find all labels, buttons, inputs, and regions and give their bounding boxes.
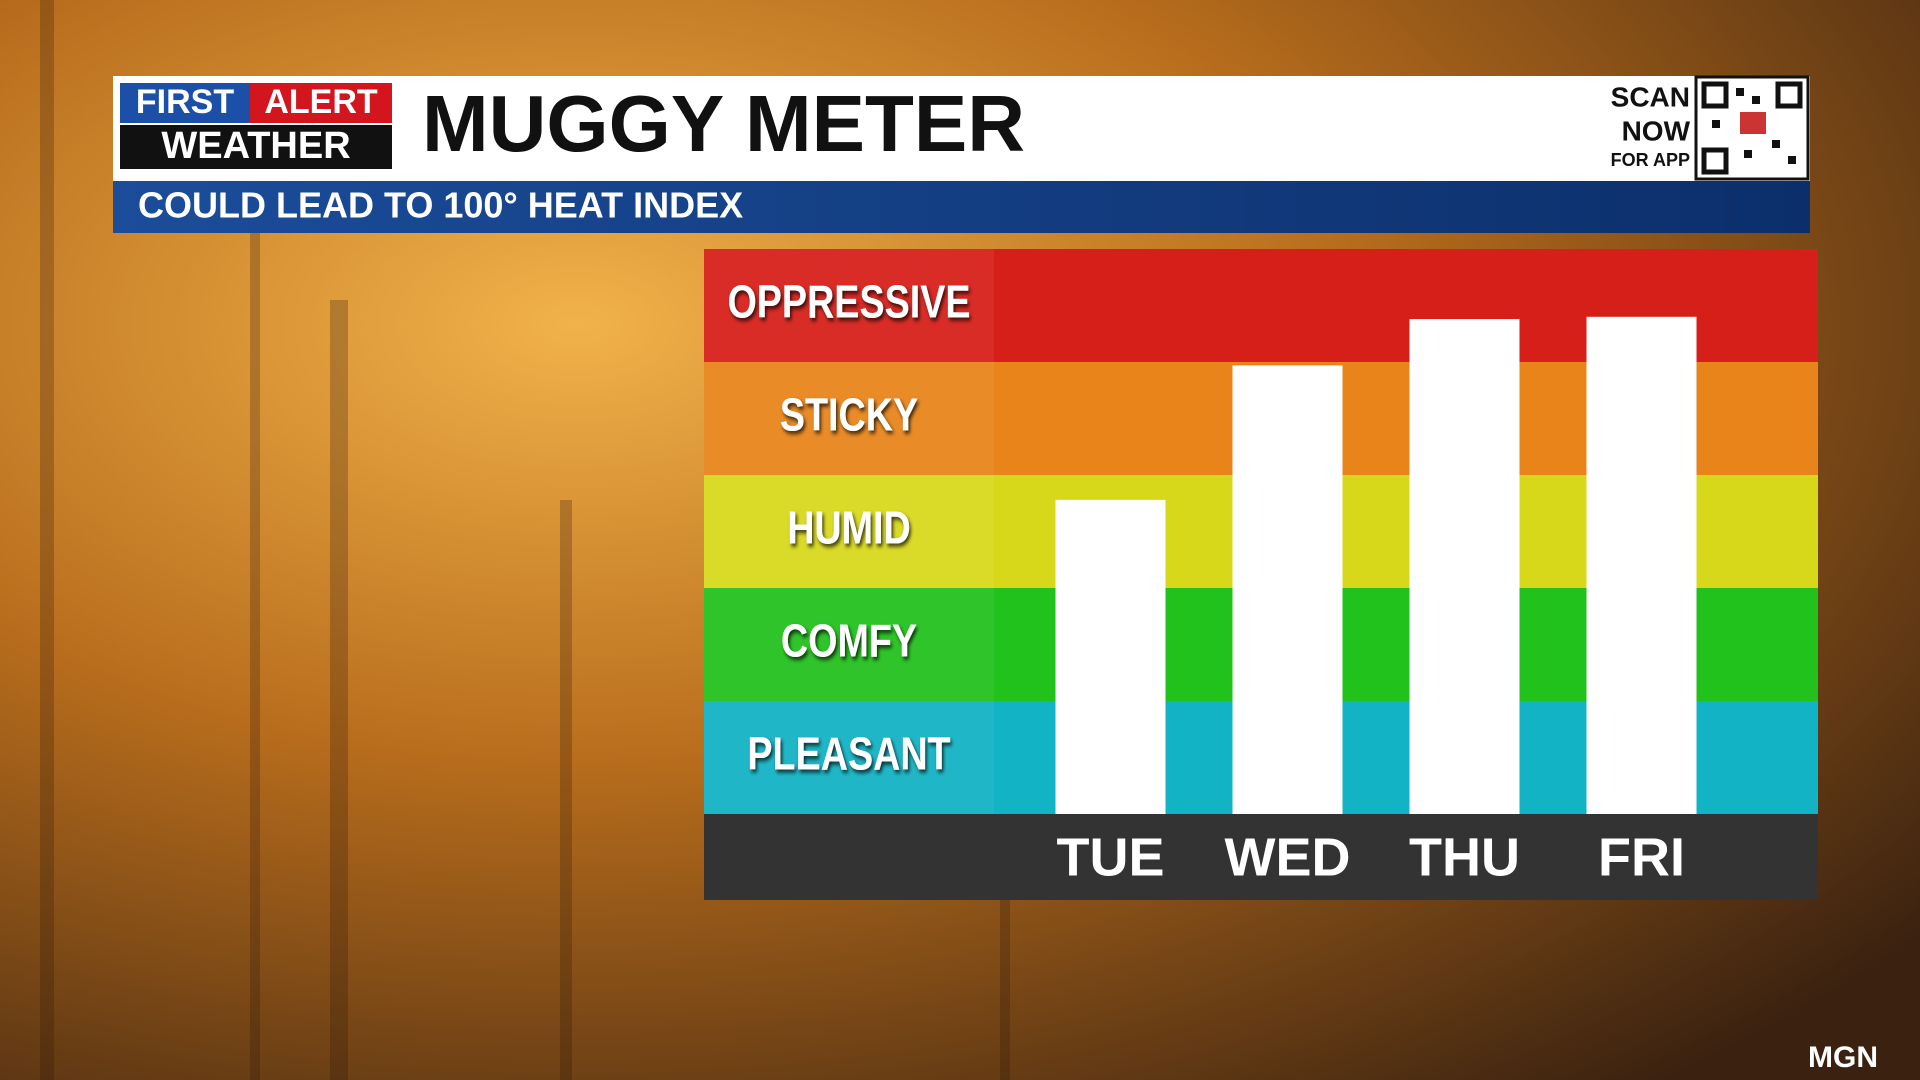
bar bbox=[1055, 499, 1166, 814]
day-bar bbox=[704, 814, 1818, 900]
level-label-bg bbox=[704, 362, 994, 475]
level-label-bg bbox=[704, 475, 994, 588]
x-tick-label: THU bbox=[1409, 827, 1520, 887]
qr-scan: SCAN bbox=[1611, 81, 1690, 112]
header-bar bbox=[113, 76, 1810, 181]
level-label-bg bbox=[704, 249, 994, 362]
bar bbox=[1586, 316, 1697, 814]
bar bbox=[1409, 319, 1520, 814]
subtitle-bar bbox=[113, 181, 1810, 233]
qr-code bbox=[1694, 75, 1810, 181]
x-tick-label: FRI bbox=[1598, 827, 1685, 887]
credit: MGN bbox=[1808, 1041, 1878, 1074]
level-label-bg bbox=[704, 588, 994, 701]
level-label-bg bbox=[704, 701, 994, 814]
qr-now: NOW bbox=[1622, 115, 1691, 146]
logo-alert: ALERT bbox=[264, 83, 378, 121]
logo-weather-box bbox=[120, 125, 392, 169]
logo-weather: WEATHER bbox=[161, 125, 350, 167]
x-tick-label: TUE bbox=[1057, 827, 1165, 887]
qr-for-app: FOR APP bbox=[1611, 150, 1690, 170]
y-tick-label: COMFY bbox=[781, 615, 917, 666]
y-tick-label: HUMID bbox=[787, 502, 911, 553]
y-tick-label: STICKY bbox=[780, 389, 918, 440]
chart-title: MUGGY METER bbox=[422, 79, 1025, 168]
y-tick-label: PLEASANT bbox=[747, 728, 950, 779]
x-tick-label: WED bbox=[1225, 827, 1351, 887]
bar bbox=[1232, 365, 1343, 814]
chart-subtitle: COULD LEAD TO 100° HEAT INDEX bbox=[138, 185, 743, 226]
logo-alert-box bbox=[250, 83, 392, 123]
rain-streaks bbox=[40, 0, 1010, 1080]
logo-first-box bbox=[120, 83, 250, 123]
logo-first: FIRST bbox=[136, 83, 234, 121]
y-tick-label: OPPRESSIVE bbox=[727, 276, 970, 327]
